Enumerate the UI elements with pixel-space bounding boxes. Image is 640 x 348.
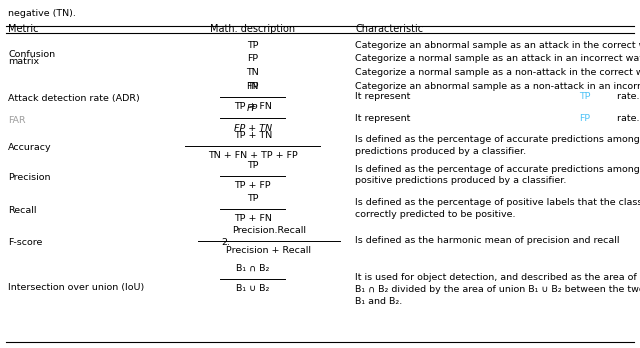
Text: Precision + Recall: Precision + Recall — [227, 246, 311, 255]
Text: Recall: Recall — [8, 206, 37, 215]
Text: TP: TP — [579, 92, 591, 101]
Text: negative (TN).: negative (TN). — [8, 9, 76, 18]
Text: Attack detection rate (ADR): Attack detection rate (ADR) — [8, 94, 140, 103]
Text: TN + FN + TP + FP: TN + FN + TP + FP — [208, 151, 298, 160]
Text: Is defined as the harmonic mean of precision and recall: Is defined as the harmonic mean of preci… — [355, 236, 620, 245]
Text: FN: FN — [246, 82, 259, 92]
Text: Is defined as the percentage of positive labels that the classifier
correctly pr: Is defined as the percentage of positive… — [355, 198, 640, 219]
Text: rate.: rate. — [614, 114, 639, 123]
Text: FP + TN: FP + TN — [234, 124, 272, 133]
Text: TP: TP — [247, 161, 259, 170]
Text: TP: TP — [247, 41, 259, 50]
Text: Categorize a normal sample as a non-attack in the correct way.: Categorize a normal sample as a non-atta… — [355, 68, 640, 77]
Text: rate.: rate. — [614, 92, 639, 101]
Text: It represent: It represent — [355, 92, 413, 101]
Text: B₁ ∩ B₂: B₁ ∩ B₂ — [236, 264, 269, 273]
Text: TP: TP — [247, 82, 259, 91]
Text: Is defined as the percentage of accurate predictions among all
positive predicti: Is defined as the percentage of accurate… — [355, 165, 640, 185]
Text: Metric: Metric — [8, 24, 39, 34]
Text: FP: FP — [579, 114, 590, 123]
Text: Categorize a normal sample as an attack in an incorrect way.: Categorize a normal sample as an attack … — [355, 54, 640, 63]
Text: TP + FN: TP + FN — [234, 102, 272, 111]
Text: TP: TP — [247, 194, 259, 203]
Text: FP: FP — [247, 104, 259, 113]
Text: It is used for object detection, and described as the area of overlap
B₁ ∩ B₂ di: It is used for object detection, and des… — [355, 273, 640, 306]
Text: Is defined as the percentage of accurate predictions among all
predictions produ: Is defined as the percentage of accurate… — [355, 135, 640, 156]
Text: It represent: It represent — [355, 114, 413, 123]
Text: TN: TN — [246, 68, 259, 77]
Text: Characteristic: Characteristic — [355, 24, 423, 34]
Text: Categorize an abnormal sample as an attack in the correct way.: Categorize an abnormal sample as an atta… — [355, 41, 640, 50]
Text: FP: FP — [247, 54, 259, 63]
Text: matrix: matrix — [8, 57, 40, 66]
Text: F-score: F-score — [8, 238, 43, 247]
Text: Confusion: Confusion — [8, 50, 56, 59]
Text: Math. description: Math. description — [210, 24, 296, 34]
Text: Precision: Precision — [8, 173, 51, 182]
Text: TP + FN: TP + FN — [234, 214, 272, 223]
Text: Precision.Recall: Precision.Recall — [232, 226, 306, 235]
Text: Intersection over union (IoU): Intersection over union (IoU) — [8, 283, 145, 292]
Text: Categorize an abnormal sample as a non-attack in an incorrect way.: Categorize an abnormal sample as a non-a… — [355, 82, 640, 92]
Text: FAR: FAR — [8, 116, 26, 125]
Text: B₁ ∪ B₂: B₁ ∪ B₂ — [236, 284, 269, 293]
Text: TP + FP: TP + FP — [234, 181, 271, 190]
Text: 2.: 2. — [221, 238, 230, 247]
Text: TP + TN: TP + TN — [234, 131, 272, 140]
Text: Accuracy: Accuracy — [8, 143, 52, 152]
